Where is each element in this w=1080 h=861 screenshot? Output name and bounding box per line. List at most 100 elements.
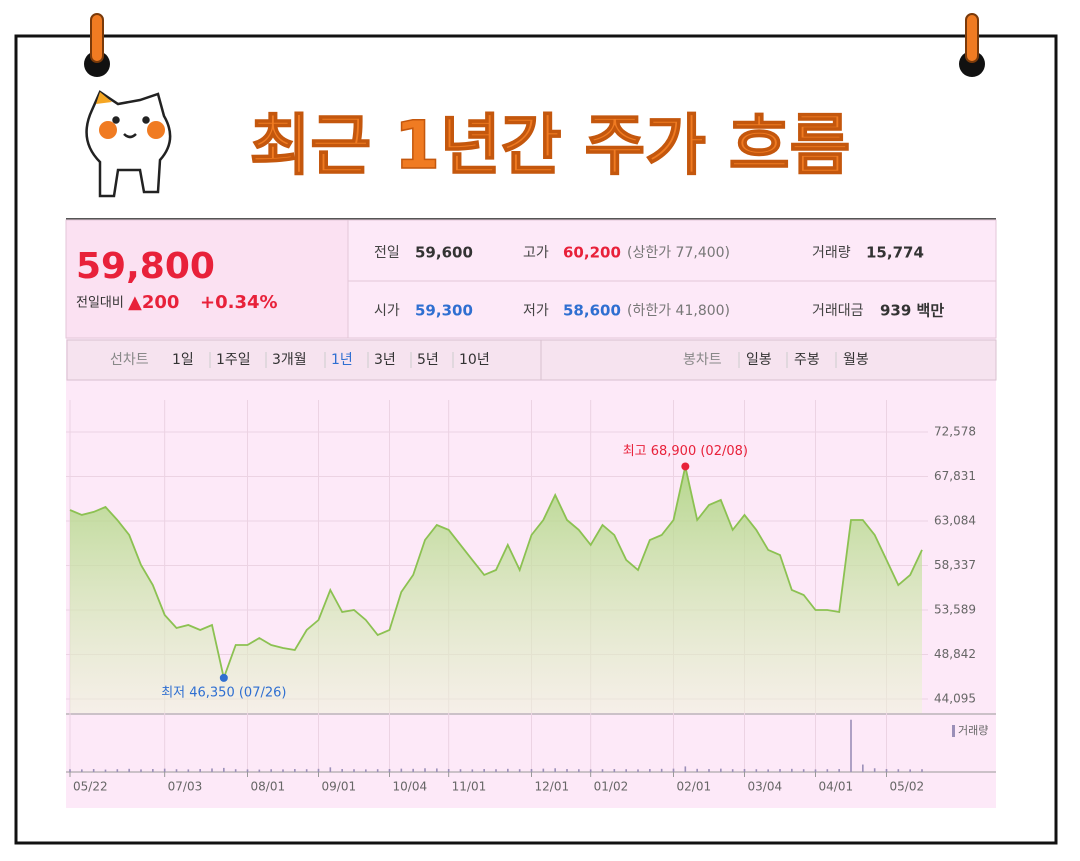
volume-bar [400, 768, 403, 772]
y-tick-label: 53,589 [934, 603, 976, 617]
volume-bar [211, 768, 213, 772]
quote-table [347, 219, 997, 339]
y-tick-label: 67,831 [934, 469, 976, 483]
volume-bar [187, 769, 190, 772]
volume-bar [554, 768, 556, 772]
volume-bar [412, 768, 414, 772]
volume-bar [862, 764, 864, 772]
quote-note: (하한가 41,800) [627, 303, 730, 319]
tab[interactable]: 1주일 [216, 352, 251, 368]
x-tick-label: 07/03 [168, 780, 203, 794]
x-tick-label: 08/01 [251, 780, 286, 794]
volume-bar [684, 766, 687, 772]
volume-bar [234, 769, 237, 772]
quote-label: 거래대금 [812, 303, 864, 319]
volume-bar [459, 769, 462, 772]
volume-bar [376, 769, 379, 772]
volume-bar [223, 767, 225, 772]
tab[interactable]: 1년 [331, 352, 353, 368]
y-tick-label: 72,578 [934, 425, 976, 439]
volume-bar [885, 769, 888, 772]
quote-value: 15,774 [866, 244, 924, 262]
chart: 72,578 67,831 63,084 58,337 53,589 48,842 44,0… [66, 400, 996, 794]
page-title: 최근 1년간 주가 흐름 [250, 107, 851, 184]
volume-bar [518, 769, 521, 772]
volume-bar [507, 768, 509, 772]
quote-label: 전일 [374, 245, 400, 261]
x-tick-label: 04/01 [819, 780, 854, 794]
quote-note: (상한가 77,400) [627, 245, 730, 261]
x-tick-label: 05/22 [73, 780, 108, 794]
tab[interactable]: 1일 [172, 352, 194, 368]
tab[interactable]: 월봉 [843, 352, 869, 368]
x-tick-label: 11/01 [452, 780, 487, 794]
volume-bar [791, 768, 793, 772]
volume-bar [116, 769, 119, 772]
annotation-label: 최고 68,900 (02/08) [623, 444, 748, 459]
annotation-label: 최저 46,350 (07/26) [161, 685, 286, 700]
tab[interactable]: 5년 [417, 352, 439, 368]
volume-bar [81, 769, 83, 772]
volume-bar [909, 769, 911, 772]
change: ▲200 [128, 292, 179, 313]
volume-bar [447, 769, 450, 772]
volume-bar [341, 769, 343, 772]
quote-label: 거래량 [812, 245, 851, 261]
volume-bar [163, 768, 166, 772]
volume-bar [353, 769, 355, 772]
tab-group-label: 봉차트 [683, 352, 722, 368]
volume-bar [672, 768, 675, 772]
volume-bar [294, 769, 296, 772]
volume-bar [779, 769, 781, 772]
volume-bar [424, 768, 426, 772]
tab[interactable]: 일봉 [746, 352, 772, 368]
quote-value: 58,600 [563, 302, 621, 320]
volume-bar [471, 769, 474, 772]
volume-bar [530, 769, 533, 772]
legend-swatch [952, 725, 955, 737]
tab[interactable]: 3개월 [272, 352, 307, 368]
volume-bar [199, 769, 201, 772]
volume-bar [69, 769, 71, 772]
pin [84, 13, 110, 77]
volume-bar [921, 769, 923, 772]
legend-label: 거래량 [958, 724, 988, 737]
volume-bar [850, 719, 852, 772]
quote-label: 시가 [374, 303, 400, 319]
volume-bar [152, 769, 154, 772]
x-tick-label: 05/02 [890, 780, 925, 794]
volume-bar [388, 769, 391, 772]
x-tick-label: 02/01 [677, 780, 712, 794]
tab[interactable]: 10년 [459, 352, 490, 368]
volume-bar [566, 769, 568, 772]
price-cell [65, 219, 349, 339]
annotation-dot [681, 462, 690, 471]
x-tick-label: 01/02 [594, 780, 629, 794]
volume-bar [483, 769, 485, 772]
volume-bar [589, 769, 592, 772]
volume-bar [495, 769, 497, 772]
tab[interactable]: 주봉 [794, 352, 820, 368]
volume-bar [365, 769, 367, 772]
volume-bar [601, 769, 604, 772]
tab[interactable]: 3년 [374, 352, 396, 368]
price-area [70, 466, 922, 713]
quote-value: 59,600 [415, 244, 473, 262]
volume-bar [637, 769, 639, 772]
tab-bar [66, 339, 997, 381]
volume-bar [578, 769, 580, 772]
volume-bar [696, 768, 698, 772]
pin [959, 13, 985, 77]
volume-bar [814, 769, 817, 772]
tab-group-label: 선차트 [110, 352, 149, 368]
quote-value: 60,200 [563, 244, 621, 262]
volume-bar [92, 769, 95, 772]
quote-label: 고가 [523, 245, 549, 261]
y-tick-label: 63,084 [934, 513, 976, 527]
volume-bar [542, 768, 545, 772]
cat-illustration [85, 90, 172, 198]
x-tick-label: 10/04 [393, 780, 428, 794]
current-price: 59,800 [76, 246, 215, 287]
